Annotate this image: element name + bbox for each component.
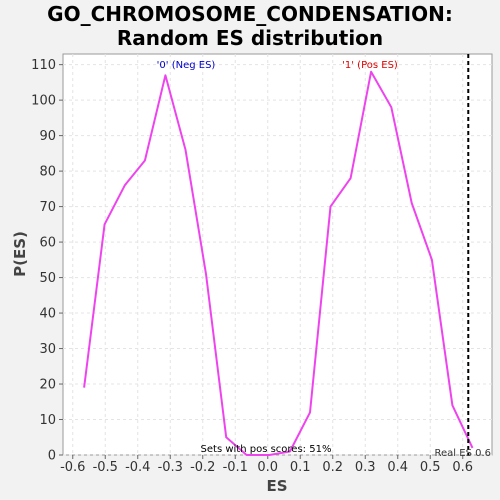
x-tick-label: 0.4 [387, 460, 408, 475]
data-marks [83, 54, 474, 456]
x-tick-label: 0.3 [355, 460, 376, 475]
plot-area [62, 53, 493, 456]
x-tick-label: -0.6 [60, 460, 85, 475]
y-tick-label: 0 [48, 449, 56, 464]
pos-es-label: '1' (Pos ES) [342, 60, 398, 71]
y-tick-label: 110 [31, 58, 56, 73]
x-tick-label: -0.4 [125, 460, 150, 475]
x-tick-label: -0.5 [93, 460, 118, 475]
axis-ticks: -0.6 -0.5 -0.4 -0.3 -0.2 -0.1 0.0 0.1 0.2 0.3 0.4 0… [31, 58, 473, 475]
series-line [83, 70, 474, 456]
y-tick-label: 20 [39, 378, 56, 393]
x-tick-label: -0.1 [223, 460, 248, 475]
y-axis-label: P(ES) [11, 231, 29, 277]
y-tick-label: 80 [39, 165, 56, 180]
x-tick-label: 0.0 [257, 460, 278, 475]
x-tick-label: 0.5 [420, 460, 441, 475]
y-tick-label: 60 [39, 236, 56, 251]
chart-title-line1: GO_CHROMOSOME_CONDENSATION: [47, 2, 453, 26]
real-es-label: Real ES 0.6 [435, 448, 491, 459]
y-tick-label: 30 [39, 342, 56, 357]
x-tick-label: -0.2 [190, 460, 215, 475]
y-tick-label: 10 [39, 413, 56, 428]
chart-title-line2: Random ES distribution [116, 26, 384, 50]
x-tick-label: 0.6 [452, 460, 473, 475]
x-tick-label: 0.2 [322, 460, 343, 475]
y-tick-label: 40 [39, 307, 56, 322]
y-tick-label: 70 [39, 200, 56, 215]
x-tick-label: -0.3 [158, 460, 183, 475]
y-tick-label: 50 [39, 271, 56, 286]
x-axis-label: ES [266, 477, 287, 495]
y-tick-label: 90 [39, 129, 56, 144]
x-tick-label: 0.1 [290, 460, 311, 475]
neg-es-label: '0' (Neg ES) [157, 60, 216, 71]
y-tick-label: 100 [31, 94, 56, 109]
pos-scores-note: Sets with pos scores: 51% [201, 444, 332, 455]
